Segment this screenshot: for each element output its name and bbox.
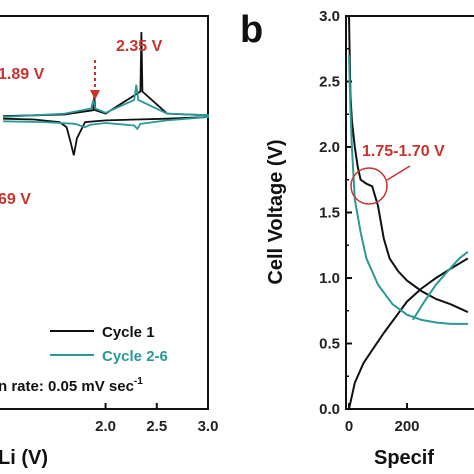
- legend-label-cycle1: Cycle 1: [102, 324, 155, 341]
- scan-rate-note: n rate: 0.05 mV sec-1: [0, 376, 143, 395]
- panel-a: 2.0 2.5 3.0 1.89 V 2.35 V 69 V Cycle 1 Cyc…: [0, 15, 219, 469]
- panel-b-y-tick-label-0: 0.0: [319, 401, 340, 418]
- annotation-169: 69 V: [0, 191, 31, 208]
- annotation-189: 1.89 V: [0, 66, 45, 83]
- scan-rate-superscript: -1: [134, 376, 143, 387]
- dashed-arrow: [90, 60, 100, 100]
- panel-b-y-tick-label-2: 1.0: [319, 270, 340, 287]
- panel-b-series-3: [411, 251, 469, 321]
- panel-b-x-tick-label-1: 200: [394, 418, 419, 435]
- panel-b: b Cell Voltage (V) 0.0 0.5 1.0 1.5 2.0 2.5 3.0…: [240, 8, 474, 469]
- legend: Cycle 1 Cycle 2-6: [50, 324, 168, 365]
- panel-b-y-tick-label-6: 3.0: [319, 8, 340, 25]
- legend-label-cycle26: Cycle 2-6: [102, 348, 168, 365]
- panel-b-y-tick-label-5: 2.5: [319, 74, 340, 91]
- panel-b-series-1: [348, 257, 469, 410]
- annotation-235: 2.35 V: [116, 38, 163, 55]
- scan-rate-text: n rate: 0.05 mV sec: [0, 378, 134, 395]
- panel-b-y-axis-title: Cell Voltage (V): [265, 139, 287, 284]
- panel-b-series-2: [348, 55, 468, 325]
- panel-b-y-tick-label-4: 2.0: [319, 139, 340, 156]
- panel-b-x-axis-title: Specif: [374, 447, 434, 469]
- panel-a-x-tick-label-0: 2.0: [95, 418, 116, 435]
- annotation-plateau: 1.75-1.70 V: [362, 143, 445, 160]
- panel-b-frame: [345, 15, 474, 410]
- panel-a-x-axis-title: Li (V): [0, 447, 48, 469]
- panel-a-x-tick-label-1: 2.5: [146, 418, 167, 435]
- panel-a-x-tick-label-2: 3.0: [198, 418, 219, 435]
- panel-b-y-tick-label-1: 0.5: [319, 336, 340, 353]
- panel-a-series-cycle1: [3, 31, 209, 156]
- panel-b-y-tick-label-3: 1.5: [319, 205, 340, 222]
- highlight-circle: [350, 165, 411, 205]
- panel-b-series-0: [348, 15, 469, 314]
- panel-b-label: b: [240, 9, 263, 51]
- panel-a-frame: [0, 15, 209, 410]
- panel-b-x-tick-label-0: 0: [345, 418, 353, 435]
- panel-a-series-cycle2-6: [3, 84, 209, 131]
